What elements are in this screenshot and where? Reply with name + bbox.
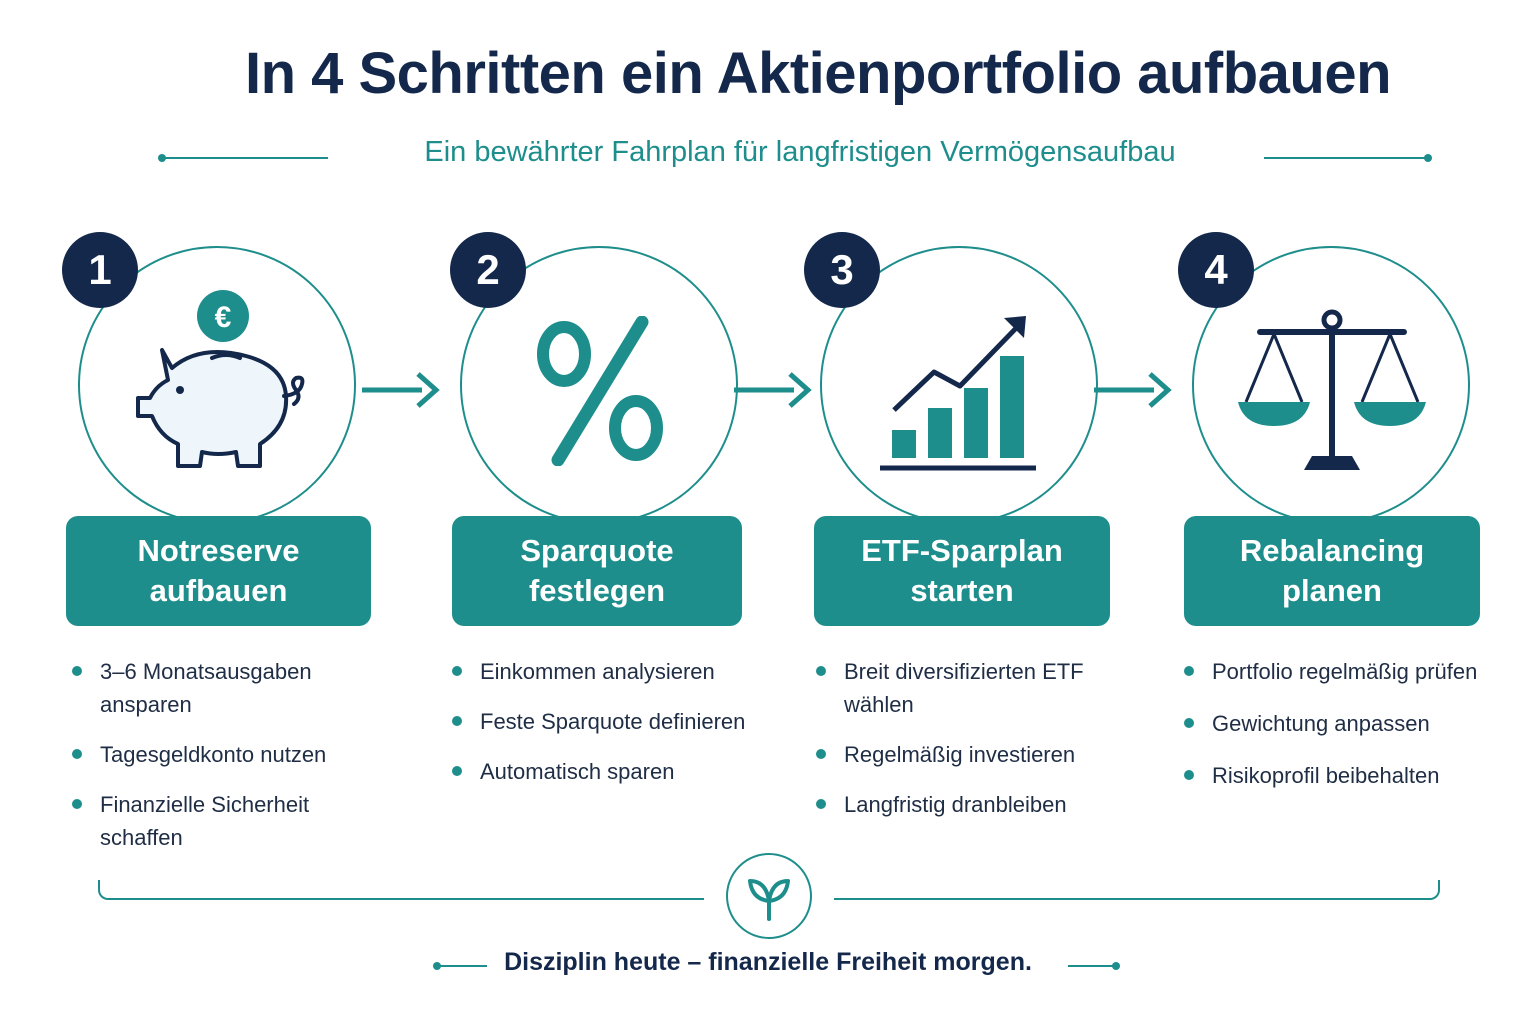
step-2-title-box: Sparquote festlegen [452,516,742,626]
list-item: Portfolio regelmäßig prüfen [1182,655,1512,688]
footer-right-line [1068,965,1116,967]
step-1-title-line-2: aufbauen [149,573,288,608]
footer-tagline: Disziplin heute – finanzielle Freiheit m… [504,948,1032,976]
step-2-bullet-list: Einkommen analysieren Feste Sparquote de… [450,655,770,805]
list-item: Einkommen analysieren [450,655,770,688]
step-3-number-badge: 3 [804,232,880,308]
page-title: In 4 Schritten ein Aktienportfolio aufba… [244,41,1392,106]
step-4-title-line-1: Rebalancing [1239,532,1425,568]
step-4-number-badge: 4 [1178,232,1254,308]
list-item: Langfristig dranbleiben [814,788,1104,821]
sprout-icon [748,879,790,921]
balance-scale-icon [1238,309,1426,470]
list-item: Automatisch sparen [450,755,770,788]
subtitle-right-dot [1424,154,1432,162]
step-2-number-badge: 2 [450,232,526,308]
arrow-right-icon [362,372,440,408]
subtitle-row: Ein bewährter Fahrplan für langfristigen… [0,136,1536,180]
arrow-right-icon [734,372,812,408]
list-item: 3–6 Monatsausgaben ansparen [70,655,350,721]
step-1-bullet-list: 3–6 Monatsausgaben ansparen Tagesgeldkon… [70,655,350,871]
step-1-title-box: Notreserve aufbauen [66,516,371,626]
sprout-icon-circle [726,853,812,939]
subtitle-right-line [1264,157,1428,159]
footer-right-dot [1112,962,1120,970]
list-item: Gewichtung anpassen [1182,707,1512,740]
footer-left-line [437,965,487,967]
subtitle-left-line [162,157,328,159]
page-subtitle: Ein bewährter Fahrplan für langfristigen… [424,136,1176,168]
step-4-title-line-2: planen [1282,573,1382,608]
step-3-title-line-2: starten [910,573,1014,608]
step-1-number-badge: 1 [62,232,138,308]
step-3-title-line-1: ETF-Sparplan [861,532,1063,568]
arrow-right-icon [1094,372,1172,408]
list-item: Finanzielle Sicherheit schaffen [70,788,350,854]
list-item: Feste Sparquote definieren [450,705,770,738]
growth-chart-icon [880,316,1036,471]
step-1-title-line-1: Notreserve [137,532,300,568]
percent-icon [537,316,663,466]
step-4-title-box: Rebalancing planen [1184,516,1480,626]
footer-bracket-right [834,880,1440,900]
step-3-bullet-list: Breit diversifizierten ETF wählen Regelm… [814,655,1104,838]
list-item: Regelmäßig investieren [814,738,1104,771]
svg-text:€: € [215,301,232,334]
list-item: Breit diversifizierten ETF wählen [814,655,1104,721]
list-item: Tagesgeldkonto nutzen [70,738,350,771]
footer-bracket-left [98,880,704,900]
step-3-title-box: ETF-Sparplan starten [814,516,1110,626]
list-item: Risikoprofil beibehalten [1182,759,1512,792]
piggy-bank-euro-icon: € [136,290,305,468]
step-4-bullet-list: Portfolio regelmäßig prüfen Gewichtung a… [1182,655,1512,811]
step-2-title-line-1: Sparquote [520,532,674,568]
step-2-title-line-2: festlegen [528,573,666,608]
